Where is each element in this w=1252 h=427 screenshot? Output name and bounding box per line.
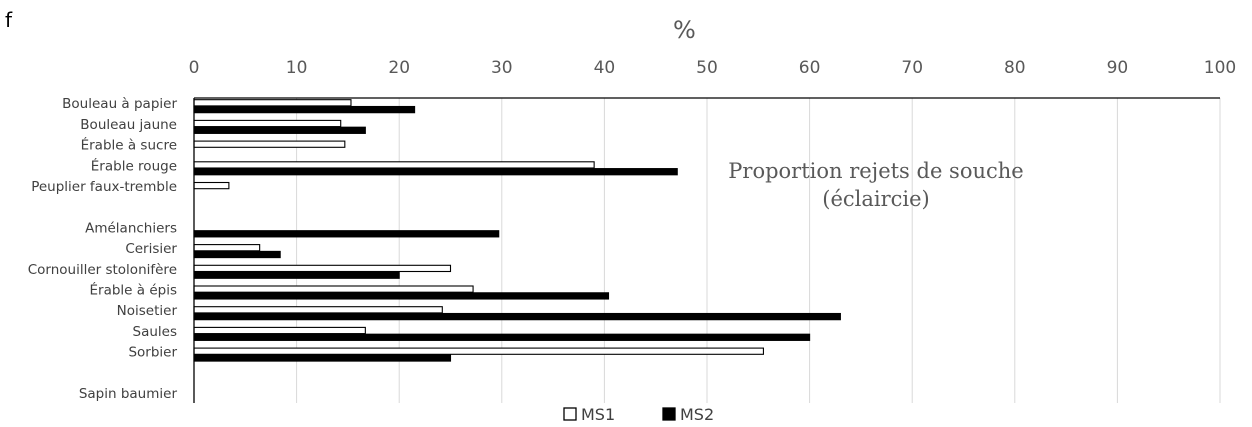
category-label: Saules (133, 324, 178, 340)
x-tick-label: 0 (189, 58, 200, 78)
category-label: Bouleau à papier (62, 96, 177, 112)
bar-ms1 (193, 264, 452, 273)
x-tick-label: 100 (1204, 58, 1236, 78)
bar-ms1 (193, 99, 352, 107)
x-tick-label: 60 (799, 58, 821, 78)
x-tick-label: 20 (388, 58, 410, 78)
bar-ms2 (193, 250, 281, 259)
bar-ms2 (193, 230, 500, 238)
category-label: Sorbier (128, 345, 177, 361)
annotation-line: (éclaircie) (822, 187, 929, 211)
legend-swatch-ms2 (662, 407, 676, 421)
x-tick-label: 90 (1107, 58, 1129, 78)
x-tick-label: 80 (1004, 58, 1026, 78)
annotation-line: Proportion rejets de souche (728, 159, 1023, 183)
x-tick-label: 10 (286, 58, 308, 78)
bar-ms1 (193, 285, 474, 293)
category-label: Cerisier (125, 241, 177, 257)
bar-ms1 (193, 244, 261, 252)
bar-ms2 (193, 271, 400, 279)
bar-ms2 (193, 105, 416, 114)
legend-label: MS2 (680, 405, 714, 424)
bars (193, 99, 841, 362)
category-label: Amélanchiers (85, 220, 177, 236)
bar-ms2 (193, 333, 811, 341)
category-label: Sapin baumier (79, 386, 178, 402)
legend-label: MS1 (581, 405, 615, 424)
category-label: Cornouiller stolonifère (28, 262, 177, 278)
bar-ms1 (193, 140, 346, 148)
x-axis-title: % (673, 16, 696, 44)
bar-ms1 (193, 181, 230, 190)
legend-swatch-ms1 (563, 407, 577, 421)
category-label: Bouleau jaune (80, 117, 177, 133)
x-axis-ticks: 0 10 20 30 40 50 60 70 80 90 100 (189, 58, 1237, 78)
bar-ms2 (193, 354, 452, 362)
chart-annotation: Proportion rejets de souche (éclaircie) (728, 159, 1023, 211)
x-tick-label: 70 (901, 58, 923, 78)
x-tick-label: 50 (696, 58, 718, 78)
bar-ms1 (193, 326, 366, 335)
panel-letter: f (5, 8, 13, 32)
category-label: Érable à sucre (81, 137, 177, 154)
category-label: Érable à épis (90, 282, 178, 299)
category-label: Érable rouge (91, 157, 177, 174)
bar-ms2 (193, 168, 678, 176)
legend: MS1 MS2 (563, 405, 714, 424)
bar-ms1 (193, 347, 764, 355)
bar-ms2 (193, 292, 610, 300)
category-labels: Bouleau à papier Bouleau jaune Érable à su… (28, 96, 178, 402)
category-label: Noisetier (117, 303, 178, 319)
category-label: Peuplier faux-tremble (31, 179, 177, 195)
bar-ms2 (193, 312, 841, 321)
bar-ms1 (193, 119, 342, 128)
bar-ms1 (193, 306, 443, 314)
bar-ms2 (193, 126, 366, 134)
bar-ms1 (193, 161, 595, 169)
x-tick-label: 30 (491, 58, 513, 78)
x-tick-label: 40 (594, 58, 616, 78)
